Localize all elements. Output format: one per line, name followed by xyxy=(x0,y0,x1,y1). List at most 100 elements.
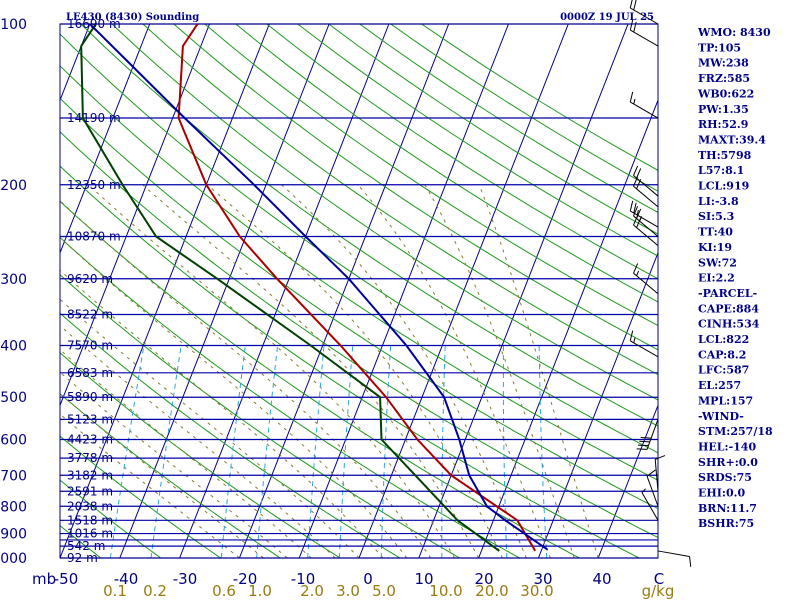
index-item: EL:257 xyxy=(698,379,741,392)
index-item: L57:8.1 xyxy=(698,164,744,177)
index-item: FRZ:585 xyxy=(698,72,750,85)
height-label: 1518 m xyxy=(67,513,113,527)
height-label: 12350 m xyxy=(67,178,121,192)
isotherm-line xyxy=(597,404,658,558)
mixing-ratio-line xyxy=(109,345,145,558)
index-item: CINH:534 xyxy=(698,318,760,331)
height-label: 5123 m xyxy=(67,412,113,426)
wind-barb xyxy=(629,330,659,358)
isotherm-line xyxy=(60,24,210,407)
height-label: 9620 m xyxy=(67,272,113,286)
mixing-ratio-label: g/kg xyxy=(642,582,675,600)
moist-adiabat-line xyxy=(60,298,360,558)
index-item: LFC:587 xyxy=(698,364,749,377)
index-item: CAP:8.2 xyxy=(698,348,746,361)
index-item: MAXT:39.4 xyxy=(698,133,766,146)
moist-adiabat-line xyxy=(60,349,312,558)
wind-barb xyxy=(654,455,666,492)
wind-barb xyxy=(629,200,659,228)
mixing-ratio-label: 0.2 xyxy=(143,582,167,600)
temperature-tick-label: -20 xyxy=(233,570,258,588)
pressure-label: 900 xyxy=(0,527,27,543)
wind-barb xyxy=(641,488,659,521)
wind-barbs xyxy=(629,0,692,567)
pressure-label: 300 xyxy=(0,272,27,288)
height-label: 3182 m xyxy=(67,468,113,482)
wind-barb xyxy=(633,165,659,197)
index-item: SI:5.3 xyxy=(698,210,734,223)
sounding-series xyxy=(80,24,549,552)
height-label: 10870 m xyxy=(67,229,121,243)
pressure-label: 1000 xyxy=(0,551,27,567)
dry-adiabat-line xyxy=(80,24,658,427)
index-item: LI:-3.8 xyxy=(698,195,739,208)
index-item: WB0:622 xyxy=(697,87,754,100)
wind-barb xyxy=(646,469,659,507)
mixing-ratio-line xyxy=(380,345,392,558)
mixing-ratio-label: 0.6 xyxy=(212,582,236,600)
index-item: EI:2.2 xyxy=(698,272,735,285)
mixing-ratio-label: 10.0 xyxy=(429,582,462,600)
index-item: BRN:11.7 xyxy=(698,502,757,515)
height-label: 542 m xyxy=(67,539,105,553)
index-item: EHI:0.0 xyxy=(698,487,745,500)
dewpoint-profile-line xyxy=(80,24,500,552)
pressure-label: 600 xyxy=(0,433,27,449)
height-label: 92 m xyxy=(67,551,98,565)
index-item: -PARCEL- xyxy=(698,287,757,300)
isotherms xyxy=(60,24,658,558)
isobars xyxy=(60,23,658,559)
isotherm-line xyxy=(60,24,151,255)
mixing-ratio-label: 0.1 xyxy=(103,582,127,600)
index-item: LCL:919 xyxy=(698,180,749,193)
index-item: LCL:822 xyxy=(698,333,749,346)
height-label: 7570 m xyxy=(67,339,113,353)
sounding-title: LE430 (8430) Sounding xyxy=(66,12,199,23)
isotherm-line xyxy=(238,24,450,558)
height-label: 4423 m xyxy=(67,433,113,447)
mixing-ratio-line xyxy=(441,345,446,558)
index-item: WMO: 8430 xyxy=(697,26,771,39)
isotherm-line xyxy=(179,24,390,558)
mixing-ratio-label: 3.0 xyxy=(336,582,360,600)
isotherm-line xyxy=(478,98,658,558)
temperature-tick-label: 30 xyxy=(533,570,552,588)
temperature-tick-label: -10 xyxy=(291,570,316,588)
plot-border xyxy=(59,23,659,559)
index-item: BSHR:75 xyxy=(698,517,754,530)
isotherm-line xyxy=(537,251,658,558)
wind-barb xyxy=(633,263,659,295)
index-item: CAPE:884 xyxy=(698,302,759,315)
mb-unit-label: mb xyxy=(32,570,56,588)
index-item: MW:238 xyxy=(698,57,749,70)
moist-adiabat-line xyxy=(60,324,336,558)
isotherm-line xyxy=(119,24,330,558)
index-item: TP:105 xyxy=(698,41,741,54)
index-item: SW:72 xyxy=(698,256,737,269)
height-label: 14190 m xyxy=(67,111,121,125)
temperature-tick-label: 0 xyxy=(363,570,373,588)
moist-adiabat-line xyxy=(206,184,503,558)
pressure-label: 500 xyxy=(0,390,27,406)
index-item: HEL:-140 xyxy=(698,440,756,453)
index-item: MPL:157 xyxy=(698,394,753,407)
dry-adiabat-line xyxy=(60,65,658,481)
temperature-tick-label: -30 xyxy=(173,570,198,588)
wind-barb xyxy=(636,419,659,450)
moist-adiabat-line xyxy=(60,269,384,558)
mixing-ratio-line xyxy=(538,345,548,558)
mixing-ratio-label: 20.0 xyxy=(475,582,508,600)
temperature-tick-label: 20 xyxy=(474,570,493,588)
pressure-label: 100 xyxy=(0,17,27,33)
temperature-tick-label: -40 xyxy=(114,570,139,588)
height-label: 3778 m xyxy=(67,451,113,465)
index-item: SRDS:75 xyxy=(698,471,752,484)
index-item: -WIND- xyxy=(698,410,744,423)
temperature-tick-label: -50 xyxy=(54,570,79,588)
x-axis-unit-label: C xyxy=(654,570,664,588)
height-label: 16690 m xyxy=(67,17,121,31)
height-label: 8522 m xyxy=(67,308,113,322)
sounding-time: 0000Z 19 JUL 25 xyxy=(560,12,654,23)
parcel-profile-line xyxy=(89,24,549,551)
